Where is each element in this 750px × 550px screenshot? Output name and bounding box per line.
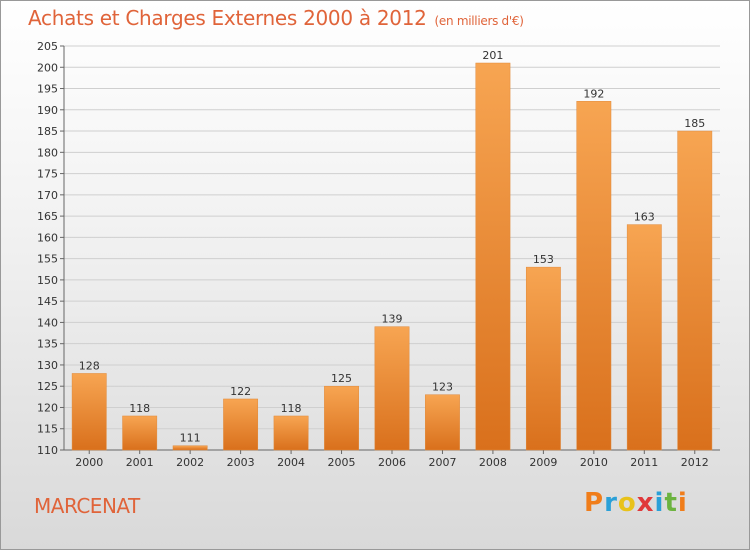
x-tick-label: 2012 <box>681 456 709 469</box>
x-tick-label: 2010 <box>580 456 608 469</box>
commune-name: MARCENAT <box>34 494 140 518</box>
bar <box>576 101 612 451</box>
bar-value-label: 153 <box>533 253 554 266</box>
logo-letter: o <box>617 488 637 518</box>
bar <box>324 385 359 451</box>
y-tick-label: 165 <box>37 210 58 223</box>
x-tick-label: 2009 <box>529 456 557 469</box>
bar <box>525 266 561 451</box>
y-tick-label: 145 <box>37 295 58 308</box>
bar-value-label: 185 <box>684 117 705 130</box>
x-tick-label: 2002 <box>176 456 204 469</box>
x-tick-label: 2000 <box>75 456 103 469</box>
logo-letter: x <box>636 488 655 518</box>
y-tick-label: 115 <box>37 423 58 436</box>
x-tick-label: 2007 <box>428 456 456 469</box>
x-tick-label: 2008 <box>479 456 507 469</box>
y-tick-label: 155 <box>37 253 58 266</box>
logo-letter: r <box>604 488 618 518</box>
x-tick-label: 2005 <box>328 456 356 469</box>
bar-value-label: 123 <box>432 381 453 394</box>
y-tick-label: 195 <box>37 83 58 96</box>
bar-value-label: 125 <box>331 372 352 385</box>
y-tick-label: 200 <box>37 61 58 74</box>
y-tick-label: 125 <box>37 380 58 393</box>
bar <box>273 415 309 451</box>
bar <box>172 445 208 451</box>
y-tick-label: 135 <box>37 338 58 351</box>
x-tick-label: 2004 <box>277 456 305 469</box>
bar <box>626 224 662 451</box>
x-tick-label: 2006 <box>378 456 406 469</box>
labels: 110 115 120 125 130 135 140 145 150 155 160 165 170 1… <box>37 40 709 469</box>
y-tick-label: 130 <box>37 359 58 372</box>
bar <box>374 326 410 451</box>
y-tick-label: 110 <box>37 444 58 457</box>
bar <box>475 62 511 451</box>
x-tick-label: 2003 <box>227 456 255 469</box>
y-tick-label: 185 <box>37 125 58 138</box>
logo-letter: P <box>584 488 605 518</box>
y-tick-label: 180 <box>37 146 58 159</box>
y-tick-label: 120 <box>37 401 58 414</box>
x-tick-label: 2001 <box>126 456 154 469</box>
y-tick-label: 170 <box>37 189 58 202</box>
bar-value-label: 163 <box>634 211 655 224</box>
chart-title: Achats et Charges Externes 2000 à 2012 (e… <box>28 6 524 30</box>
y-tick-label: 160 <box>37 231 58 244</box>
bar-value-label: 111 <box>180 432 201 445</box>
unit-text: (en milliers d'€) <box>434 14 524 28</box>
bar-value-label: 139 <box>382 313 403 326</box>
bar-value-label: 192 <box>583 87 604 100</box>
bar-value-label: 122 <box>230 385 251 398</box>
bar <box>71 373 107 451</box>
x-tick-label: 2011 <box>630 456 658 469</box>
y-tick-label: 140 <box>37 316 58 329</box>
bar-value-label: 118 <box>281 402 302 415</box>
bar-value-label: 118 <box>129 402 150 415</box>
bars <box>71 62 713 451</box>
bar <box>223 398 259 451</box>
logo-letter: i <box>677 488 688 518</box>
y-tick-label: 190 <box>37 104 58 117</box>
y-tick-label: 175 <box>37 168 58 181</box>
bar <box>677 130 713 451</box>
logo-letter: t <box>664 488 678 518</box>
bar-value-label: 201 <box>482 49 503 62</box>
y-tick-label: 150 <box>37 274 58 287</box>
y-tick-label: 205 <box>37 40 58 53</box>
title-text: Achats et Charges Externes 2000 à 2012 <box>28 6 427 30</box>
logo-letter: i <box>654 488 665 518</box>
bar <box>425 394 460 451</box>
proxiti-logo: Proxiti <box>584 488 688 518</box>
bar <box>122 415 158 451</box>
bar-value-label: 128 <box>79 359 100 372</box>
